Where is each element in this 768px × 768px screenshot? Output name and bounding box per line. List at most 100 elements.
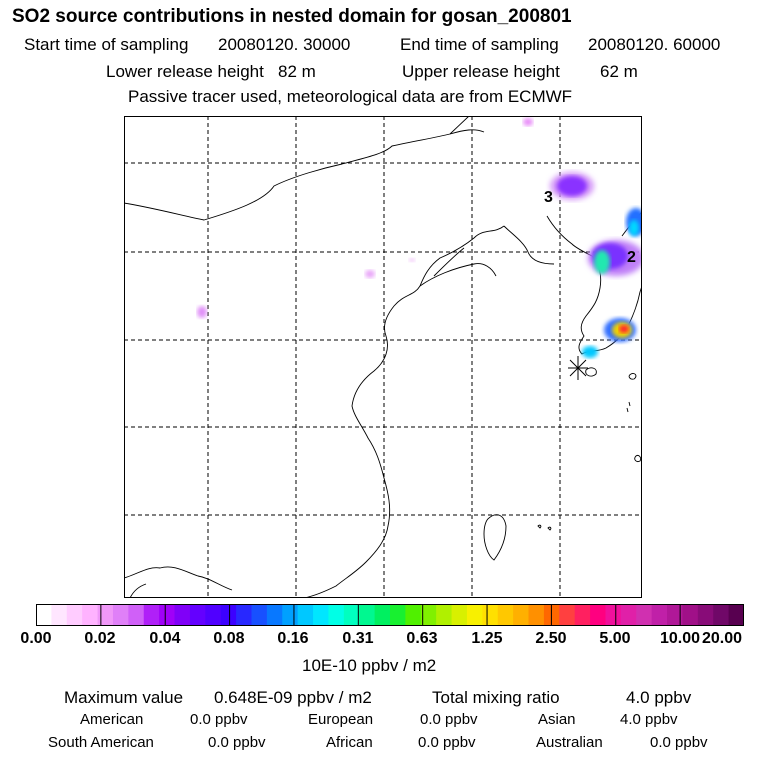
plume-central: [365, 270, 375, 278]
color-scale-cell: [636, 604, 653, 626]
scale-unit: 10E-10 ppbv / m2: [302, 656, 437, 675]
map-frame: [124, 116, 642, 598]
scale-tick-10: 10.00: [659, 630, 701, 647]
region-african-value: 0.0 ppbv: [418, 734, 476, 751]
total-mixing-label: Total mixing ratio: [432, 688, 560, 707]
color-scale-dividers: [100, 604, 681, 626]
color-scale-cell: [359, 604, 376, 626]
coast-bohai-north: [503, 225, 555, 265]
color-scale-cell: [405, 604, 422, 626]
color-scale-cell: [713, 604, 730, 626]
border-south: [129, 583, 147, 598]
color-scale-cell: [174, 604, 191, 626]
color-scale-cell: [205, 604, 222, 626]
color-scale: [36, 604, 744, 626]
max-value: 0.648E-09 ppbv / m2: [214, 688, 372, 707]
color-scale-cell: [66, 604, 83, 626]
border-mongolia: [124, 133, 451, 221]
color-scale-cell: [266, 604, 283, 626]
map-title: SO2 source contributions in nested domai…: [12, 6, 572, 27]
color-scale-cell: [728, 604, 744, 626]
region-asian-label: Asian: [538, 711, 576, 728]
plume-busan-core: [619, 325, 629, 333]
max-value-label: Maximum value: [64, 688, 184, 707]
color-scale-cell: [390, 604, 406, 626]
color-scale-cell: [343, 604, 360, 626]
color-scale-cell: [82, 604, 99, 626]
plume-west: [197, 306, 207, 318]
plume-top: [523, 118, 533, 126]
color-scale-cell: [574, 604, 591, 626]
plume-3-core: [557, 176, 587, 196]
color-scale-frame: [36, 604, 744, 626]
color-scale-cell: [374, 604, 391, 626]
region-european-label: European: [308, 711, 374, 728]
scale-tick-2: 0.04: [149, 630, 181, 647]
region-south-american-label: South American: [48, 734, 154, 751]
end-time-label: End time of sampling: [400, 35, 559, 54]
color-scale-cell: [605, 604, 622, 626]
coast-bohai: [419, 263, 497, 287]
total-mixing-value: 4.0 ppbv: [626, 688, 692, 707]
color-scale-cell: [513, 604, 530, 626]
region-american-label: American: [80, 711, 144, 728]
color-scale-cell: [282, 604, 299, 626]
scale-tick-3: 0.08: [213, 630, 245, 647]
source-label-3: 3: [544, 189, 553, 206]
island-taiwan: [483, 514, 507, 561]
color-scale-cell: [220, 604, 237, 626]
region-australian-value: 0.0 ppbv: [650, 734, 708, 751]
color-scale-cell: [143, 604, 160, 626]
scale-tick-1: 0.02: [84, 630, 116, 647]
color-scale-cell: [36, 604, 52, 626]
coast-china: [303, 225, 505, 598]
region-american-value: 0.0 ppbv: [190, 711, 248, 728]
color-scale-cell: [451, 604, 468, 626]
border-southwest: [124, 566, 233, 591]
island-small: [537, 524, 552, 531]
color-scale-cell: [128, 604, 145, 626]
scale-tick-8: 2.50: [535, 630, 567, 647]
scale-tick-7: 1.25: [471, 630, 503, 647]
source-label-2: 2: [627, 249, 636, 266]
color-scale-cell: [559, 604, 576, 626]
color-scale-cell: [590, 604, 606, 626]
scale-tick-11: 20.00: [701, 630, 743, 647]
island-jeju: [585, 367, 597, 377]
color-scale-cell: [51, 604, 68, 626]
color-scale-cells: [36, 604, 744, 626]
color-scale-cell: [497, 604, 514, 626]
map-background: [124, 116, 642, 598]
color-scale-cell: [466, 604, 483, 626]
plumes: [197, 118, 642, 358]
region-south-american-value: 0.0 ppbv: [208, 734, 266, 751]
border-korea-china: [546, 215, 593, 257]
island-2: [634, 455, 642, 462]
scale-tick-6: 0.63: [406, 630, 438, 647]
color-scale-cell: [297, 604, 314, 626]
concentration-map: 3 2: [124, 116, 642, 598]
border-northeast: [449, 129, 485, 135]
lat-lon-grid: [124, 116, 642, 598]
scale-tick-9: 5.00: [599, 630, 631, 647]
scale-tick-0: 0.00: [20, 630, 52, 647]
region-asian-value: 4.0 ppbv: [620, 711, 678, 728]
color-scale-cell: [97, 604, 114, 626]
color-scale-cell: [482, 604, 499, 626]
region-african-label: African: [326, 734, 373, 751]
model-note: Passive tracer used, meteorological data…: [128, 87, 573, 106]
color-scale-cell: [667, 604, 683, 626]
scale-tick-4: 0.16: [277, 630, 309, 647]
color-scale-cell: [436, 604, 453, 626]
color-scale-cell: [528, 604, 545, 626]
island-ryukyu: [626, 401, 631, 413]
color-scale-cell: [236, 604, 252, 626]
lower-release-value: 82 m: [278, 62, 316, 81]
scale-tick-5: 0.31: [342, 630, 374, 647]
upper-release-value: 62 m: [600, 62, 638, 81]
receptor-star-icon: [568, 356, 588, 380]
color-scale-cell: [682, 604, 699, 626]
color-scale-cell: [697, 604, 714, 626]
end-time-value: 20080120. 60000: [588, 35, 721, 54]
plume-small: [409, 258, 415, 262]
